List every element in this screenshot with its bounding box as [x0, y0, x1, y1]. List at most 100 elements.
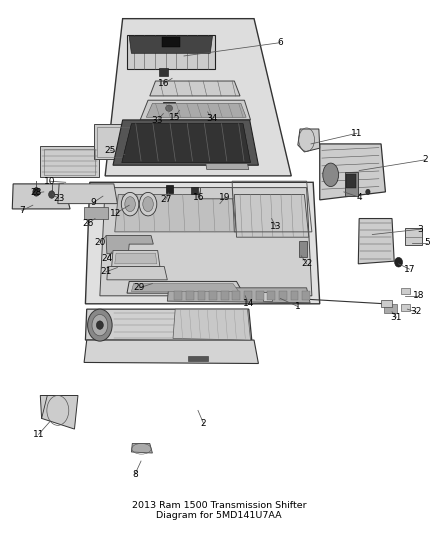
Bar	[162, 37, 180, 47]
Bar	[267, 291, 275, 300]
Bar	[233, 291, 240, 300]
Polygon shape	[358, 219, 394, 264]
Text: Diagram for 5MD141U7AA: Diagram for 5MD141U7AA	[156, 512, 282, 520]
Text: 6: 6	[277, 38, 283, 47]
Text: 16: 16	[193, 193, 204, 201]
Bar	[221, 291, 229, 300]
Bar	[97, 127, 152, 157]
Text: 28: 28	[31, 189, 42, 197]
Polygon shape	[131, 284, 239, 292]
Polygon shape	[85, 309, 252, 341]
Polygon shape	[140, 100, 251, 120]
Polygon shape	[112, 251, 160, 266]
Polygon shape	[85, 182, 320, 304]
Ellipse shape	[96, 321, 103, 329]
Ellipse shape	[366, 189, 370, 195]
Polygon shape	[320, 144, 385, 200]
Polygon shape	[167, 288, 310, 303]
Polygon shape	[105, 19, 291, 176]
Bar	[384, 304, 397, 313]
Polygon shape	[150, 81, 240, 96]
Text: 27: 27	[160, 196, 171, 204]
Text: 13: 13	[270, 222, 282, 231]
Ellipse shape	[166, 105, 173, 111]
Polygon shape	[131, 443, 152, 453]
Text: 18: 18	[413, 292, 424, 300]
Bar	[401, 304, 410, 311]
Polygon shape	[84, 340, 258, 364]
Bar	[299, 241, 307, 257]
Polygon shape	[129, 36, 212, 53]
Ellipse shape	[139, 192, 157, 216]
Text: 8: 8	[132, 470, 138, 479]
Bar	[279, 291, 287, 300]
Bar	[188, 356, 208, 361]
Text: 29: 29	[134, 284, 145, 292]
Polygon shape	[234, 195, 309, 237]
Text: 3: 3	[417, 225, 424, 233]
Text: 11: 11	[33, 430, 44, 439]
Bar	[345, 172, 358, 196]
Ellipse shape	[125, 197, 135, 212]
Polygon shape	[127, 35, 215, 69]
Polygon shape	[122, 124, 251, 163]
Polygon shape	[58, 184, 117, 204]
Text: 25: 25	[105, 146, 116, 155]
Polygon shape	[115, 195, 237, 232]
Bar	[191, 187, 198, 194]
Ellipse shape	[49, 191, 55, 198]
Bar	[94, 124, 155, 159]
Bar	[174, 291, 182, 300]
Text: 2: 2	[422, 156, 427, 164]
Text: 33: 33	[151, 117, 162, 125]
Bar	[381, 300, 392, 307]
Text: 10: 10	[44, 177, 56, 185]
Text: 24: 24	[102, 254, 113, 263]
Bar	[84, 207, 108, 219]
Text: 17: 17	[404, 265, 415, 273]
Text: 26: 26	[82, 220, 93, 228]
Text: 11: 11	[351, 129, 363, 138]
Bar	[401, 288, 410, 294]
Text: 1: 1	[295, 302, 301, 311]
Text: 14: 14	[243, 300, 254, 308]
Polygon shape	[298, 129, 320, 152]
Bar	[405, 228, 422, 245]
Polygon shape	[127, 281, 243, 293]
Text: 2: 2	[201, 419, 206, 428]
Bar	[209, 291, 217, 300]
Bar	[159, 68, 168, 76]
Polygon shape	[12, 184, 70, 209]
Polygon shape	[107, 266, 167, 280]
Text: 34: 34	[206, 114, 218, 123]
Polygon shape	[115, 253, 157, 264]
Bar	[198, 291, 205, 300]
Bar	[290, 291, 298, 300]
Text: 22: 22	[301, 260, 312, 268]
Ellipse shape	[395, 257, 403, 267]
Ellipse shape	[88, 309, 112, 341]
Polygon shape	[206, 164, 249, 169]
Text: 20: 20	[94, 238, 106, 247]
Polygon shape	[40, 395, 78, 429]
Ellipse shape	[323, 163, 339, 187]
Bar	[256, 291, 264, 300]
Bar	[186, 291, 194, 300]
Bar	[263, 292, 272, 301]
Bar	[244, 291, 252, 300]
Text: 31: 31	[391, 313, 402, 321]
Bar	[40, 146, 99, 177]
Polygon shape	[173, 309, 251, 340]
Text: 12: 12	[110, 209, 122, 217]
Polygon shape	[113, 120, 258, 165]
Ellipse shape	[143, 197, 153, 212]
Text: 15: 15	[169, 113, 180, 122]
Ellipse shape	[92, 314, 108, 336]
Text: 19: 19	[219, 193, 231, 201]
Bar	[166, 185, 173, 193]
Bar	[302, 291, 310, 300]
Ellipse shape	[33, 188, 40, 196]
Text: 32: 32	[410, 308, 422, 316]
Text: 23: 23	[53, 194, 64, 203]
Text: 5: 5	[424, 238, 430, 247]
